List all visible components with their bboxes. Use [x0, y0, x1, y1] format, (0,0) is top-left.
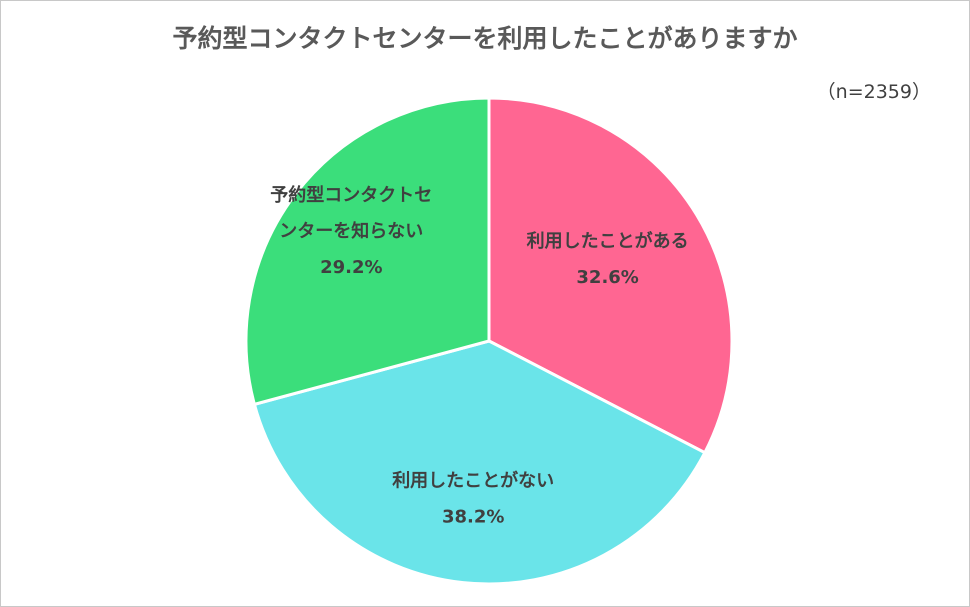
slice-category-label: 利用したことがない: [392, 469, 554, 491]
slice-value-label: 29.2%: [320, 257, 382, 278]
slice-label-not-used: 利用したことがない 38.2%: [392, 469, 554, 527]
slice-label-used: 利用したことがある 32.6%: [527, 230, 689, 288]
slice-value-label: 38.2%: [442, 506, 504, 527]
slice-not-used: [252, 339, 707, 586]
slice-category-label: ンターを知らない: [279, 220, 423, 242]
slice-category-label: 予約型コンタクトセ: [270, 184, 432, 206]
slice-used: [487, 96, 734, 455]
slice-category-label: 利用したことがある: [527, 230, 689, 252]
sample-size-note: （n=2359）: [816, 81, 931, 103]
slice-unaware: [244, 96, 491, 407]
slice-label-unaware: 予約型コンタクトセンターを知らない 29.2%: [270, 184, 432, 278]
slice-value-label: 32.6%: [576, 267, 638, 288]
chart-title: 予約型コンタクトセンターを利用したことがありますか: [172, 24, 798, 53]
